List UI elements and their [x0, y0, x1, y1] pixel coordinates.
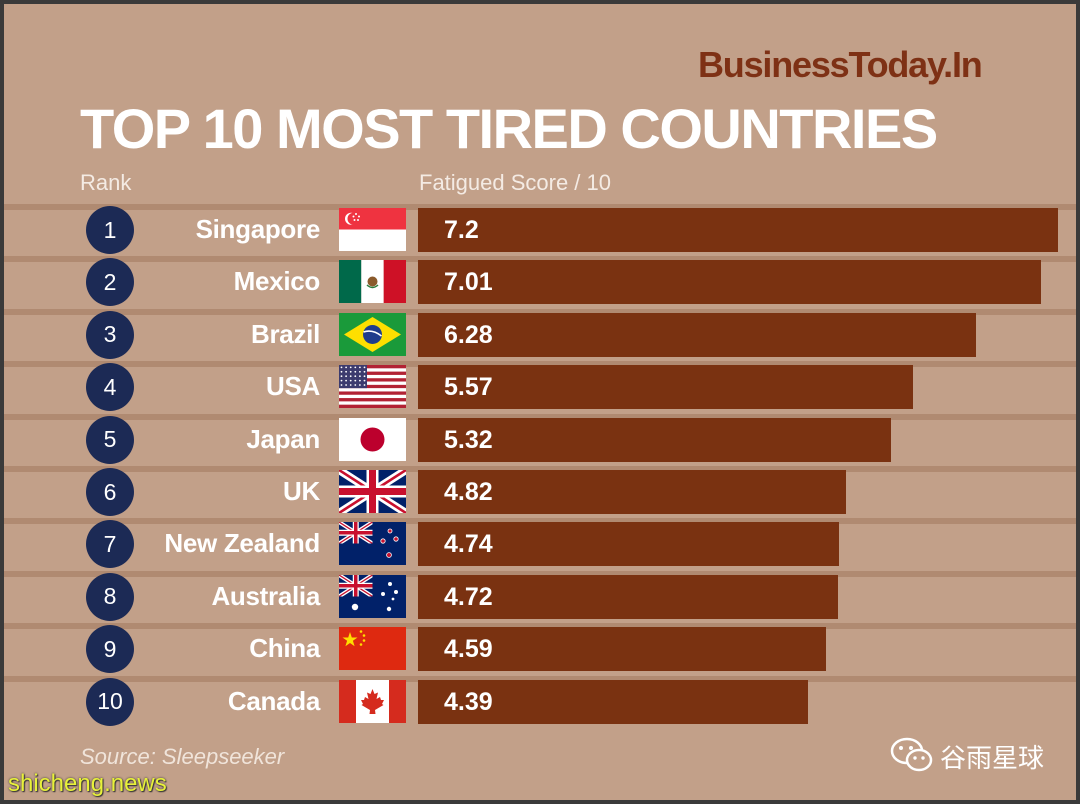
- rank-badge: 1: [86, 206, 134, 254]
- score-bar: 4.59: [418, 627, 826, 672]
- row-stripe: [4, 361, 1076, 368]
- score-bar: 7.2: [418, 208, 1058, 252]
- country-label: China: [249, 633, 320, 664]
- score-bar: 6.28: [418, 312, 976, 357]
- score-header: Fatigued Score / 10: [419, 170, 612, 195]
- score-bar: 5.32: [418, 417, 891, 462]
- country-label: Canada: [227, 685, 320, 716]
- country-label: Singapore: [195, 214, 321, 244]
- score-value-label: 4.72: [444, 582, 493, 611]
- score-value-label: 6.28: [444, 320, 493, 349]
- score-bar: 4.82: [418, 470, 846, 514]
- rank-badge: 6: [86, 468, 134, 516]
- score-value-label: 4.74: [444, 530, 493, 559]
- rank-header: Rank: [80, 170, 132, 195]
- australia-flag-icon: [339, 574, 406, 618]
- china-flag-icon: [339, 627, 406, 671]
- mexico-flag-icon: [339, 260, 406, 304]
- score-value-label: 4.82: [444, 478, 493, 506]
- brand-logo: BusinessToday.In: [698, 44, 983, 85]
- rank-badge: 3: [86, 310, 134, 359]
- japan-flag-icon: [339, 417, 406, 461]
- row-stripe: [4, 308, 1076, 315]
- rank-badge: 8: [86, 572, 134, 621]
- new-zealand-flag-icon: [339, 522, 406, 566]
- source-note: Source: Sleepseeker: [80, 744, 285, 769]
- score-bar: 5.57: [418, 365, 913, 410]
- country-label: Japan: [246, 423, 320, 454]
- rank-badge: 7: [86, 520, 134, 569]
- score-value-label: 4.59: [444, 635, 493, 664]
- score-bar: 4.72: [418, 574, 838, 619]
- row-stripe: [4, 675, 1076, 682]
- rank-badge: 10: [86, 677, 134, 726]
- country-label: USA: [266, 371, 320, 402]
- row-stripe: [4, 466, 1076, 472]
- country-label: Australia: [211, 580, 320, 611]
- chart-title: TOP 10 MOST TIRED COUNTRIES: [80, 97, 938, 160]
- canada-flag-icon: [339, 679, 406, 723]
- brazil-flag-icon: [339, 312, 406, 356]
- country-label: UK: [283, 476, 320, 506]
- score-value-label: 5.57: [444, 373, 493, 402]
- row-stripe: [4, 623, 1076, 630]
- usa-flag-icon: [339, 365, 406, 409]
- watermark-site: shicheng.news: [8, 770, 167, 797]
- score-value-label: 4.39: [444, 687, 493, 716]
- rank-badge: 9: [86, 625, 134, 674]
- score-value-label: 7.01: [444, 268, 493, 297]
- row-stripe: [4, 204, 1076, 210]
- score-value-label: 7.2: [444, 216, 479, 244]
- row-stripe: [4, 256, 1076, 263]
- row-stripe: [4, 413, 1076, 420]
- row-stripe: [4, 518, 1076, 525]
- country-label: New Zealand: [164, 528, 320, 559]
- country-label: Brazil: [250, 318, 320, 349]
- rank-badge: 2: [86, 258, 134, 307]
- watermark-account: 谷雨星球: [940, 744, 1045, 774]
- row-stripe: [4, 570, 1076, 577]
- wechat-icon: [890, 737, 933, 772]
- score-bar: 7.01: [418, 260, 1041, 305]
- country-label: Mexico: [233, 266, 321, 297]
- singapore-flag-icon: [339, 208, 406, 251]
- uk-flag-icon: [339, 470, 406, 513]
- rank-badge: 4: [86, 363, 134, 412]
- score-bar: 4.74: [418, 522, 839, 567]
- score-value-label: 5.32: [444, 425, 493, 454]
- score-bar: 4.39: [418, 679, 808, 724]
- rank-badge: 5: [86, 415, 134, 464]
